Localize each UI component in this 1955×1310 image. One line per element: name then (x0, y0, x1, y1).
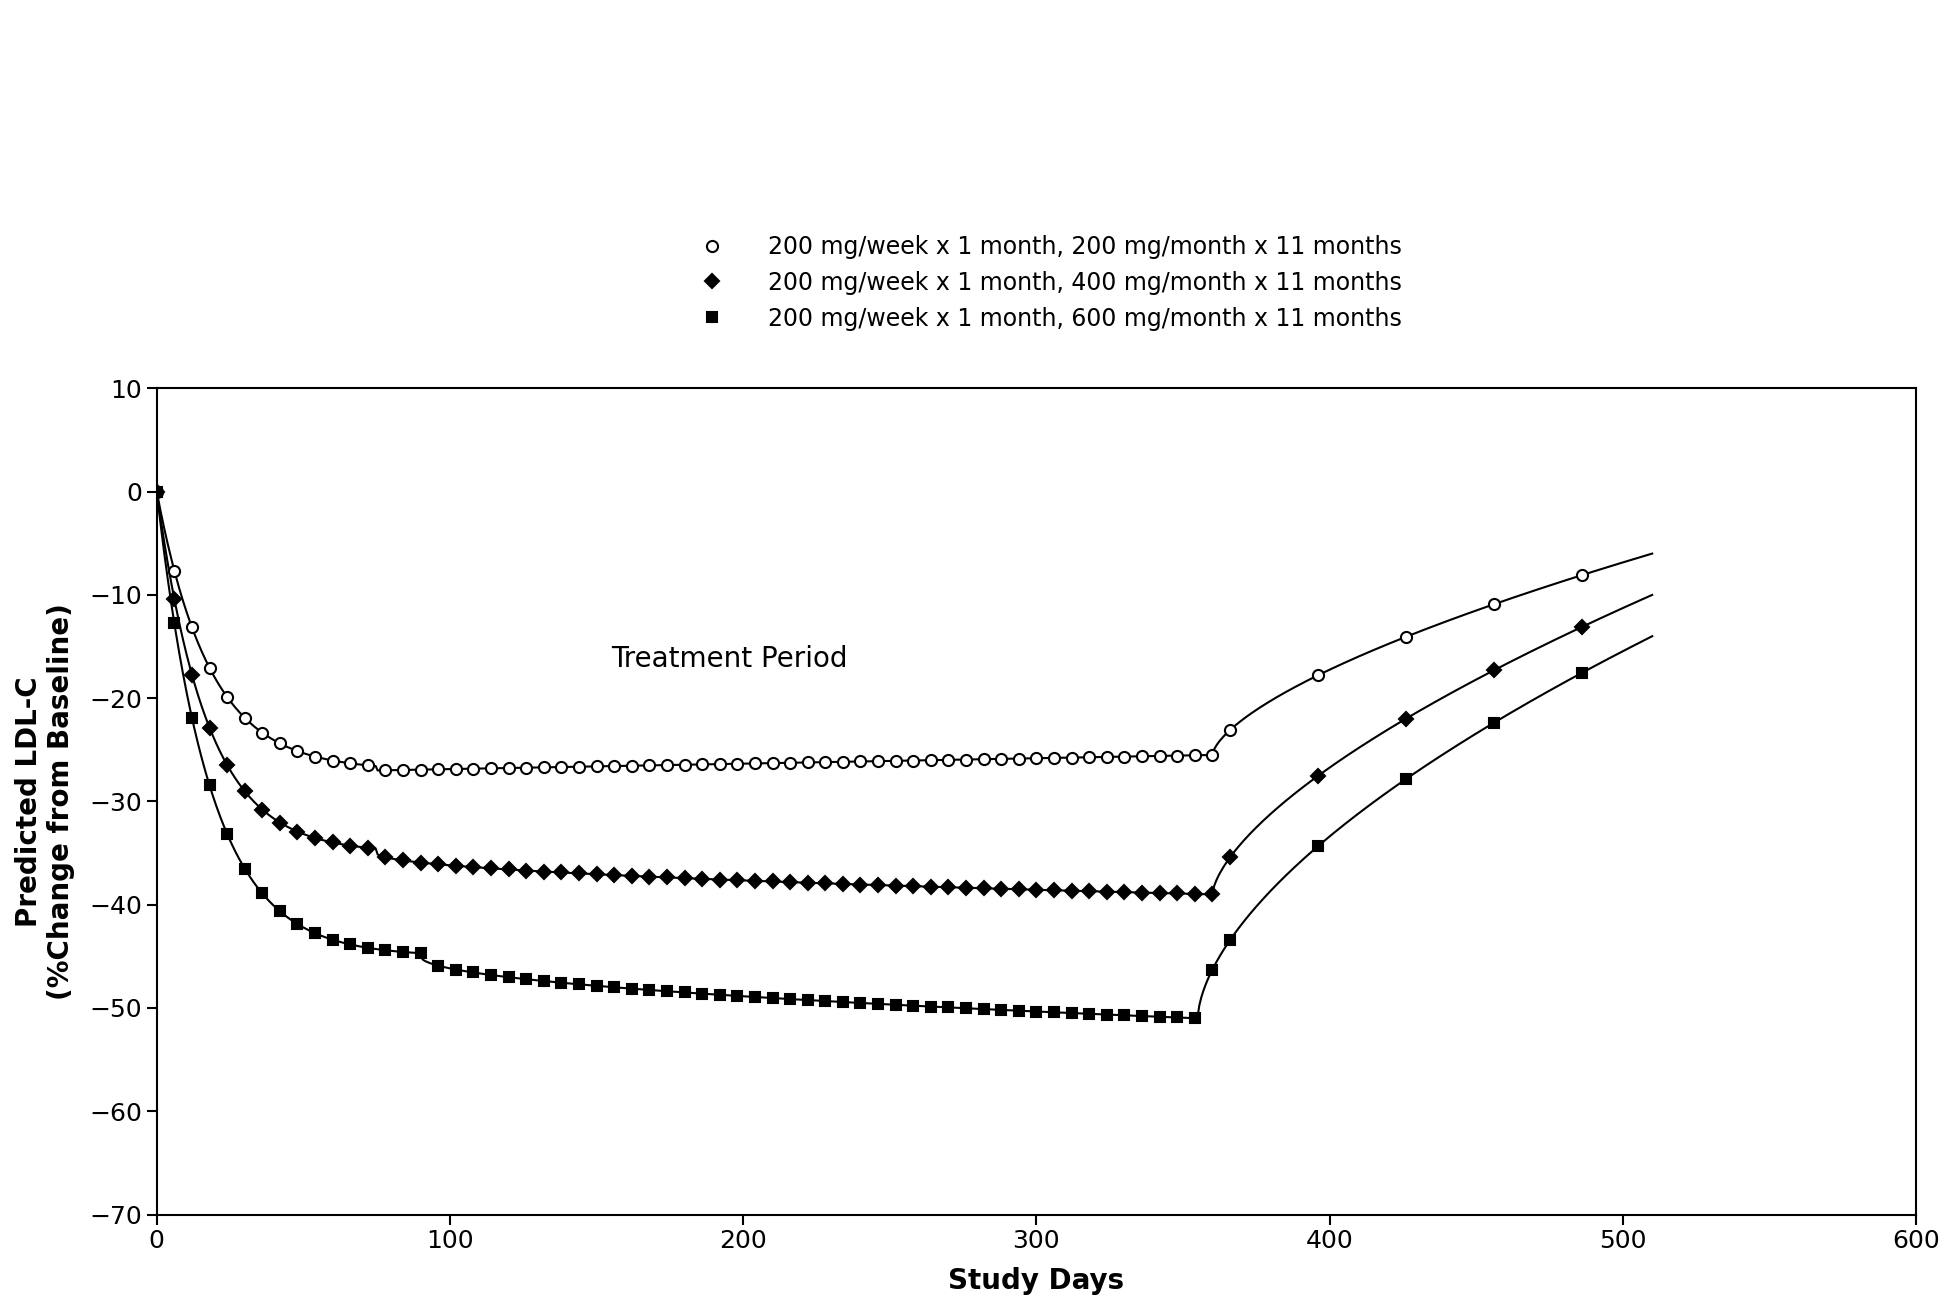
X-axis label: Study Days: Study Days (948, 1267, 1124, 1296)
200 mg/week x 1 month, 600 mg/month x 11 months (1042, 1005, 1065, 1020)
200 mg/week x 1 month, 600 mg/month x 11 months (233, 861, 256, 876)
200 mg/week x 1 month, 200 mg/month x 11 months (145, 483, 168, 499)
200 mg/week x 1 month, 200 mg/month x 11 months (233, 710, 256, 726)
200 mg/week x 1 month, 200 mg/month x 11 months (514, 760, 538, 776)
200 mg/week x 1 month, 200 mg/month x 11 months (655, 757, 678, 773)
200 mg/week x 1 month, 200 mg/month x 11 months (1570, 567, 1593, 583)
200 mg/week x 1 month, 400 mg/month x 11 months (1042, 883, 1065, 899)
Line: 200 mg/week x 1 month, 400 mg/month x 11 months: 200 mg/week x 1 month, 400 mg/month x 11… (152, 487, 1587, 899)
200 mg/week x 1 month, 400 mg/month x 11 months (1570, 620, 1593, 635)
200 mg/week x 1 month, 600 mg/month x 11 months (145, 483, 168, 499)
200 mg/week x 1 month, 400 mg/month x 11 months (426, 857, 450, 872)
Text: Treatment Period: Treatment Period (612, 645, 848, 673)
200 mg/week x 1 month, 400 mg/month x 11 months (637, 869, 661, 884)
Y-axis label: Predicted LDL-C
(%Change from Baseline): Predicted LDL-C (%Change from Baseline) (16, 603, 76, 1000)
Line: 200 mg/week x 1 month, 600 mg/month x 11 months: 200 mg/week x 1 month, 600 mg/month x 11… (152, 487, 1587, 1023)
200 mg/week x 1 month, 400 mg/month x 11 months (1218, 850, 1241, 866)
200 mg/week x 1 month, 400 mg/month x 11 months (1200, 887, 1224, 903)
200 mg/week x 1 month, 400 mg/month x 11 months (233, 783, 256, 799)
200 mg/week x 1 month, 600 mg/month x 11 months (637, 982, 661, 998)
200 mg/week x 1 month, 200 mg/month x 11 months (444, 761, 467, 777)
200 mg/week x 1 month, 600 mg/month x 11 months (1183, 1010, 1206, 1026)
200 mg/week x 1 month, 600 mg/month x 11 months (1218, 933, 1241, 948)
200 mg/week x 1 month, 400 mg/month x 11 months (497, 862, 520, 878)
200 mg/week x 1 month, 200 mg/month x 11 months (373, 762, 397, 778)
200 mg/week x 1 month, 200 mg/month x 11 months (1060, 749, 1083, 765)
200 mg/week x 1 month, 600 mg/month x 11 months (426, 958, 450, 973)
200 mg/week x 1 month, 200 mg/month x 11 months (1218, 722, 1241, 738)
200 mg/week x 1 month, 400 mg/month x 11 months (145, 483, 168, 499)
200 mg/week x 1 month, 600 mg/month x 11 months (1570, 665, 1593, 681)
Line: 200 mg/week x 1 month, 200 mg/month x 11 months: 200 mg/week x 1 month, 200 mg/month x 11… (151, 486, 1587, 776)
Legend: 200 mg/week x 1 month, 200 mg/month x 11 months, 200 mg/week x 1 month, 400 mg/m: 200 mg/week x 1 month, 200 mg/month x 11… (671, 234, 1402, 330)
200 mg/week x 1 month, 600 mg/month x 11 months (497, 969, 520, 985)
